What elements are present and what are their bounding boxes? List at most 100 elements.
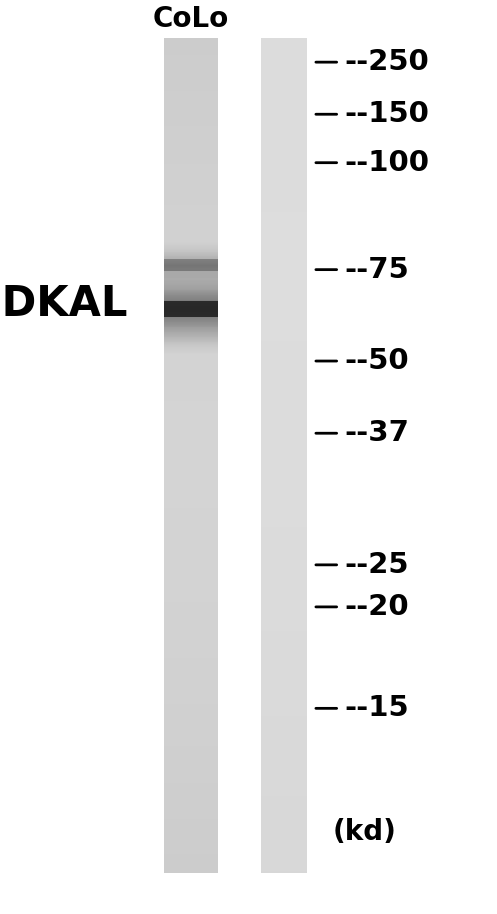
Bar — [164, 409, 218, 412]
Bar — [164, 250, 218, 281]
Bar — [261, 554, 307, 556]
Bar — [164, 271, 218, 347]
Bar — [261, 863, 307, 865]
Bar — [164, 531, 218, 533]
Bar — [164, 771, 218, 772]
Bar — [164, 326, 218, 328]
Bar — [164, 159, 218, 162]
Bar — [261, 526, 307, 528]
Bar — [261, 178, 307, 180]
Bar — [261, 549, 307, 551]
Bar — [164, 128, 218, 130]
Bar — [164, 516, 218, 518]
Bar — [261, 696, 307, 697]
Bar — [164, 178, 218, 180]
Bar — [164, 432, 218, 435]
Bar — [164, 575, 218, 577]
Bar — [164, 130, 218, 133]
Bar — [261, 624, 307, 627]
Bar — [261, 502, 307, 504]
Text: --150: --150 — [344, 101, 429, 128]
Bar — [261, 837, 307, 839]
Bar — [261, 403, 307, 406]
Bar — [261, 339, 307, 341]
Bar — [164, 357, 218, 360]
Bar — [164, 273, 218, 345]
Bar — [164, 754, 218, 756]
Bar — [164, 696, 218, 697]
Bar — [261, 240, 307, 243]
Bar — [261, 157, 307, 159]
Bar — [164, 305, 218, 313]
Bar — [164, 304, 218, 314]
Bar — [164, 69, 218, 72]
Bar — [164, 143, 218, 144]
Bar — [261, 541, 307, 543]
Bar — [261, 278, 307, 281]
Bar — [261, 834, 307, 835]
Bar — [261, 821, 307, 823]
Bar — [164, 624, 218, 627]
Bar — [164, 45, 218, 47]
Bar — [164, 297, 218, 299]
Bar — [261, 354, 307, 356]
Bar — [164, 619, 218, 621]
Bar — [164, 658, 218, 660]
Bar — [261, 710, 307, 712]
Bar — [164, 263, 218, 355]
Bar — [164, 262, 218, 268]
Bar — [261, 162, 307, 164]
Bar — [261, 572, 307, 575]
Bar — [261, 92, 307, 95]
Bar — [164, 806, 218, 808]
Bar — [164, 247, 218, 250]
Bar — [164, 333, 218, 335]
Bar — [261, 499, 307, 502]
Bar — [164, 40, 218, 43]
Bar — [164, 614, 218, 616]
Bar — [261, 787, 307, 790]
Bar — [164, 299, 218, 302]
Bar — [261, 38, 307, 40]
Bar — [261, 523, 307, 525]
Bar — [164, 775, 218, 777]
Bar — [164, 301, 218, 317]
Bar — [261, 437, 307, 439]
Bar — [164, 798, 218, 800]
Bar — [164, 264, 218, 266]
Bar — [164, 270, 218, 272]
Bar — [164, 298, 218, 320]
Bar — [164, 604, 218, 606]
Bar — [164, 316, 218, 318]
Bar — [164, 303, 218, 305]
Bar — [164, 727, 218, 729]
Bar — [164, 278, 218, 281]
Bar — [164, 729, 218, 731]
Bar — [261, 537, 307, 539]
Bar — [261, 764, 307, 767]
Bar — [164, 260, 218, 270]
Bar — [164, 308, 218, 310]
Bar — [261, 668, 307, 671]
Bar — [261, 176, 307, 178]
Bar — [164, 245, 218, 285]
Bar — [261, 237, 307, 239]
Bar — [164, 101, 218, 103]
Bar — [164, 366, 218, 368]
Bar — [261, 174, 307, 176]
Bar — [164, 168, 218, 170]
Bar — [164, 48, 218, 51]
Bar — [164, 370, 218, 372]
Bar — [261, 90, 307, 92]
Bar — [261, 214, 307, 216]
Bar — [164, 155, 218, 157]
Bar — [164, 362, 218, 364]
Bar — [164, 834, 218, 835]
Bar — [164, 186, 218, 188]
Bar — [261, 535, 307, 537]
Bar — [164, 139, 218, 141]
Bar — [164, 274, 218, 344]
Bar — [164, 414, 218, 416]
Bar — [261, 40, 307, 43]
Bar — [261, 551, 307, 554]
